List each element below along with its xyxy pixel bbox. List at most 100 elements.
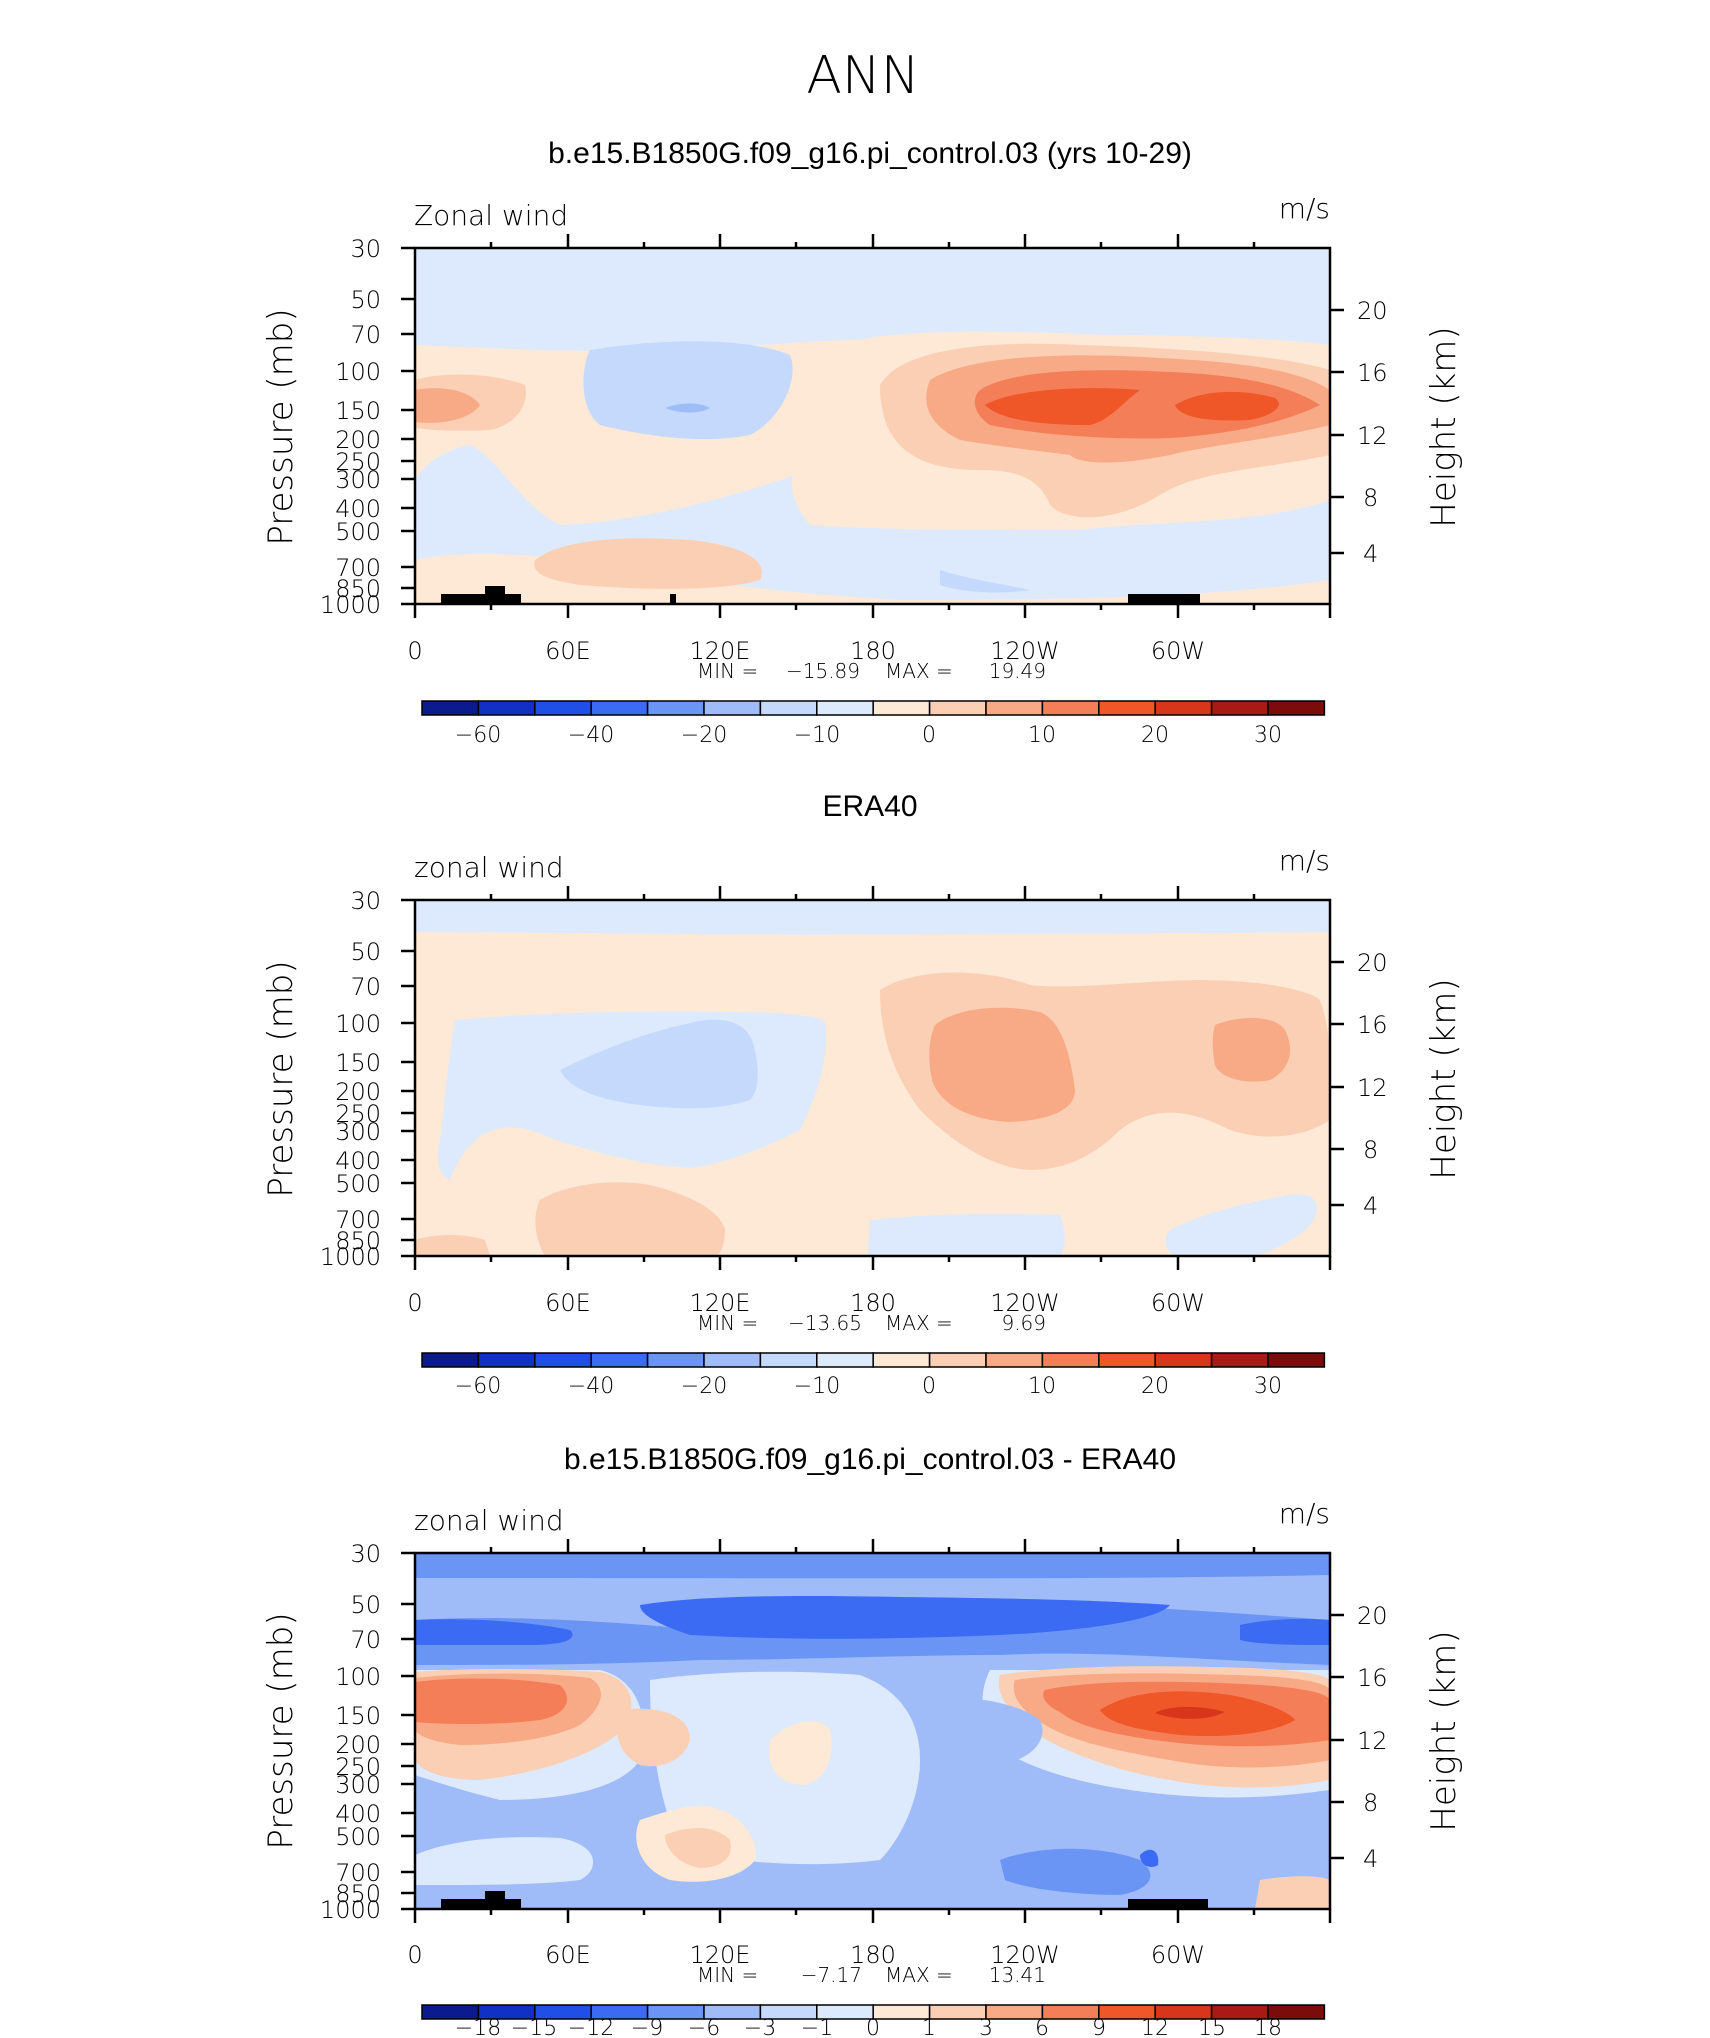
y-right-tick-labels: 20 16 12 8 4: [1357, 297, 1388, 568]
tick-marks: [401, 234, 1344, 618]
fill-blue: [560, 1019, 758, 1109]
y-tick-labels: 30 50 70 100 150 200 250 300 400 500 700…: [320, 1540, 381, 1924]
x-tick-label: 120W: [990, 1941, 1060, 1969]
y-tick-label: 200: [335, 1731, 381, 1759]
colorbar-label: −12: [568, 2016, 614, 2038]
height-tick-label: 8: [1363, 1789, 1378, 1817]
field-label: zonal wind: [414, 851, 564, 884]
y-tick-label: 50: [350, 1591, 381, 1619]
colorbar-label: 30: [1254, 1374, 1282, 1399]
height-tick-label: 16: [1357, 359, 1388, 387]
colorbar-swatch: [477, 1352, 536, 1368]
y-axis-label: Pressure (mb): [261, 308, 301, 545]
height-tick-label: 12: [1357, 1727, 1388, 1755]
colorbar: [421, 1352, 1326, 1368]
colorbar-label: −40: [568, 1374, 614, 1399]
colorbar-swatch: [646, 1352, 705, 1368]
y-tick-label: 700: [335, 1859, 381, 1887]
colorbar-swatch: [1041, 1352, 1100, 1368]
y-tick-label: 30: [350, 235, 381, 263]
units-label: m/s: [1279, 844, 1330, 877]
y-tick-labels: 30 50 70 100 150 200 250 300 400 500 700…: [320, 235, 381, 619]
fill-blue: [583, 341, 793, 440]
y-tick-label: 500: [335, 1170, 381, 1198]
colorbar-label: 20: [1141, 1374, 1169, 1399]
x-tick-labels: 0 60E 120E 180 120W 60W: [407, 1289, 1205, 1317]
colorbar-swatch: [1154, 1352, 1213, 1368]
fill-red2: [1212, 1018, 1290, 1082]
x-tick-label: 120E: [690, 637, 751, 665]
colorbar-swatch: [872, 700, 931, 716]
min-max-readout: MIN = −13.65 MAX = 9.69: [697, 1311, 1046, 1335]
page-title: ANN: [806, 46, 919, 106]
tick-marks: [401, 1539, 1344, 1923]
colorbar-label: −15: [511, 2016, 557, 2038]
colorbar-labels: −18 −15 −12 −9 −6 −3 −1 0 1 3 6 9 12 15 …: [455, 2016, 1282, 2038]
y-tick-label: 300: [335, 466, 381, 494]
y-right-axis-label: Height (km): [1424, 1630, 1464, 1831]
colorbar-labels: −60 −40 −20 −10 0 10 20 30: [455, 1374, 1282, 1399]
height-tick-label: 8: [1363, 1136, 1378, 1164]
x-tick-label: 120E: [690, 1941, 751, 1969]
fill-neutral: [769, 1721, 832, 1785]
land-mass: [1128, 594, 1200, 604]
x-tick-labels: 0 60E 120E 180 120W 60W: [407, 1941, 1205, 1969]
panel-difference: b.e15.B1850G.f09_g16.pi_control.03 - ERA…: [261, 1443, 1464, 2038]
units-label: m/s: [1279, 1497, 1330, 1530]
x-tick-label: 120E: [690, 1289, 751, 1317]
colorbar: [421, 700, 1326, 716]
colorbar-swatch: [1154, 700, 1213, 716]
colorbar-label: −9: [631, 2016, 663, 2038]
height-tick-label: 12: [1357, 422, 1388, 450]
colorbar-label: 6: [1035, 2016, 1049, 2038]
colorbar-label: 0: [922, 723, 936, 748]
y-tick-label: 250: [335, 1753, 381, 1781]
colorbar-swatch: [1041, 700, 1100, 716]
fill-blue5: [939, 1698, 1043, 1765]
fill-red4: [985, 388, 1140, 425]
y-tick-label: 200: [335, 426, 381, 454]
fill-blue3: [1140, 1849, 1159, 1867]
y-right-tick-labels: 20 16 12 8 4: [1357, 949, 1388, 1220]
y-tick-label: 850: [335, 1227, 381, 1255]
height-tick-label: 4: [1363, 1192, 1378, 1220]
max-label: MAX =: [885, 1963, 953, 1987]
colorbar-swatch: [590, 700, 649, 716]
fill-red1: [1255, 1876, 1330, 1909]
height-tick-label: 4: [1363, 1845, 1378, 1873]
x-tick-labels: 0 60E 120E 180 120W 60W: [407, 637, 1205, 665]
colorbar-swatch: [928, 2004, 987, 2020]
colorbar-swatch: [816, 1352, 874, 1368]
fill-red5: [1155, 1706, 1225, 1719]
colorbar-label: 0: [866, 2016, 880, 2038]
fill-red3: [415, 1678, 568, 1725]
x-tick-label: 0: [407, 1289, 422, 1317]
land-mask: [441, 1891, 1208, 1909]
colorbar-swatch: [1098, 1352, 1156, 1368]
y-right-axis-label: Height (km): [1424, 326, 1464, 527]
x-tick-label: 0: [407, 1941, 422, 1969]
y-tick-label: 700: [335, 554, 381, 582]
colorbar-label: −6: [688, 2016, 720, 2038]
colorbar-swatch: [534, 1352, 592, 1368]
colorbar-label: 30: [1254, 723, 1282, 748]
land-mass: [441, 594, 521, 604]
x-tick-label: 60W: [1151, 637, 1205, 665]
y-right-tick-labels: 20 16 12 8 4: [1357, 1602, 1388, 1873]
y-axis-label: Pressure (mb): [261, 960, 301, 1197]
colorbar-swatch: [928, 1352, 987, 1368]
fill-red2: [929, 1007, 1075, 1122]
colorbar-swatch: [1098, 700, 1156, 716]
colorbar-label: −3: [744, 2016, 776, 2038]
y-tick-label: 850: [335, 575, 381, 603]
colorbar-swatch: [1267, 1352, 1326, 1368]
min-value: −7.17: [801, 1963, 862, 1987]
x-tick-label: 180: [850, 1289, 896, 1317]
min-label: MIN =: [697, 1311, 758, 1335]
y-tick-label: 1000: [320, 1896, 381, 1924]
fill-blue3: [1240, 1618, 1330, 1645]
colorbar-swatch: [759, 700, 818, 716]
colorbar-label: 18: [1254, 2016, 1282, 2038]
fill-light-blue: [1165, 1194, 1317, 1256]
x-tick-label: 60W: [1151, 1941, 1205, 1969]
